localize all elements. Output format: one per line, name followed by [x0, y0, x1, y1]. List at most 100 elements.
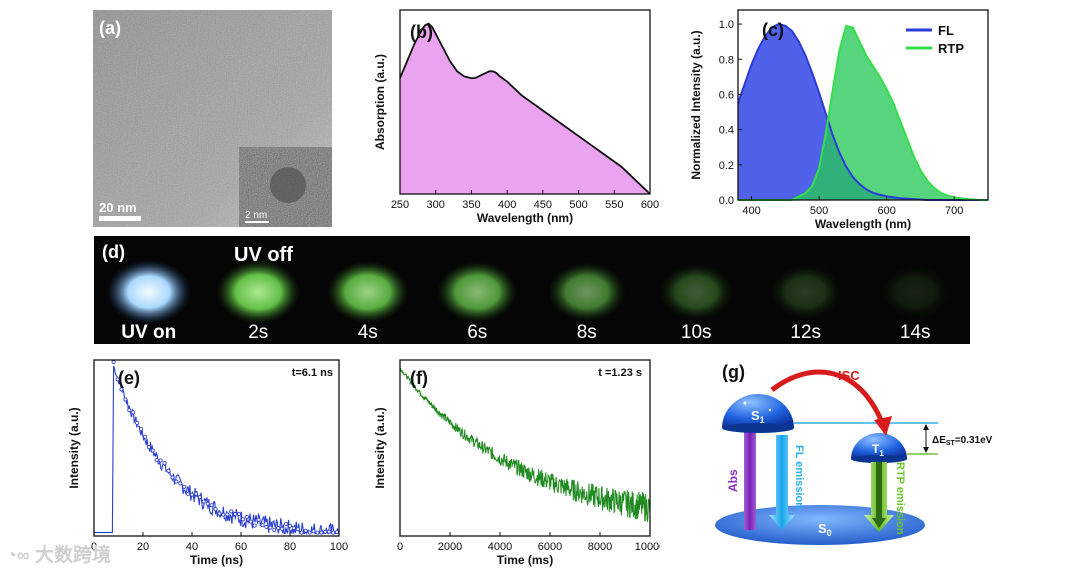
y-axis-label: Intensity (a.u.): [373, 407, 387, 488]
glow-spot: [547, 262, 626, 322]
x-tick-label: 80: [284, 541, 296, 553]
fl-decay-point: [135, 420, 140, 425]
frame-time-label: 12s: [790, 322, 821, 343]
x-tick-label: 600: [641, 199, 659, 211]
x-axis-label: Time (ms): [497, 553, 553, 567]
rtp-decay-trace: [399, 367, 651, 522]
x-tick-label: 500: [810, 205, 828, 217]
plot-frame: [737, 9, 989, 201]
fl-decay-point: [248, 519, 253, 524]
watermark-text: 大数跨境: [35, 545, 112, 566]
y-tick-label: 1.0: [719, 19, 734, 31]
glow-spot: [437, 261, 518, 323]
frame-time-label: 4s: [358, 322, 378, 343]
isc-arrow: [770, 369, 886, 426]
fl-decay-point: [174, 479, 179, 484]
fl-decay-point: [131, 410, 136, 415]
afterglow-photo-strip: (d) UV off UV on 2s 4s 6s 8s 10s 12s 14s: [94, 236, 970, 344]
x-axis-label: Wavelength (nm): [815, 217, 911, 231]
x-tick-label: 60: [235, 541, 247, 553]
fl-decay-point: [193, 491, 198, 496]
rtp-decay-chart: 0 2000 4000 6000 8000 10000 Time (ms) Intensity…: [373, 359, 660, 567]
y-tick-label: 0.2: [719, 160, 734, 172]
fl-decay-point: [127, 408, 132, 413]
y-tick-label: 0.8: [719, 54, 734, 66]
x-tick-label: 20: [137, 541, 149, 553]
glow-spot: [326, 260, 409, 324]
abs-arrow: [738, 414, 762, 530]
fl-decay-point: [123, 397, 128, 402]
fl-decay-point: [291, 526, 296, 531]
y-tick-label: 0.4: [719, 125, 734, 137]
fl-decay-point: [315, 530, 320, 535]
frame-time-label: UV on: [121, 322, 176, 343]
glow-spot: [769, 264, 842, 320]
x-tick-label: 500: [569, 199, 587, 211]
fl-decay-point: [146, 445, 151, 450]
frame-time-label: 10s: [681, 322, 712, 343]
fl-decay-point: [335, 530, 340, 535]
fl-decay-point: [319, 530, 324, 535]
panel-label-b: (b): [410, 22, 433, 42]
frame-time-label: 14s: [900, 322, 931, 343]
scale-bar: [99, 216, 141, 221]
fl-emission-label: FL emission: [793, 445, 805, 509]
y-tick-label: 0.0: [719, 195, 734, 207]
t1-level: [851, 433, 907, 459]
legend-label: FL: [938, 23, 954, 38]
fl-decay-point: [299, 530, 304, 535]
fl-decay-point: [240, 517, 245, 522]
fl-decay-point: [287, 523, 292, 528]
panel-label-f: (f): [410, 368, 428, 388]
fl-decay-point: [323, 529, 328, 534]
s1-label: S1: [751, 408, 765, 425]
fl-decay-point: [119, 387, 124, 392]
x-tick-label: 450: [534, 199, 552, 211]
fl-decay-point: [217, 511, 222, 516]
plot-frame: [93, 359, 340, 537]
x-tick-label: 40: [186, 541, 198, 553]
uv-off-label: UV off: [234, 244, 293, 266]
fl-decay-point: [295, 527, 300, 532]
fl-decay-point: [233, 512, 238, 517]
line-rtp: [738, 24, 988, 201]
fl-emission-arrow: [769, 435, 795, 530]
y-axis-label: Absorption (a.u.): [373, 54, 387, 150]
fl-decay-point: [142, 434, 147, 439]
x-tick-label: 700: [945, 205, 963, 217]
fl-decay-point: [244, 514, 249, 519]
x-tick-label: 400: [742, 205, 760, 217]
y-axis-label: Intensity (a.u.): [67, 407, 81, 488]
fl-decay-point: [139, 427, 144, 432]
plot-frame: [399, 9, 651, 195]
fl-decay-point: [225, 512, 230, 517]
panel-label-a: (a): [99, 18, 121, 38]
panel-label-g: (g): [722, 362, 745, 382]
fl-decay-point: [284, 521, 289, 526]
fl-decay-point: [201, 499, 206, 504]
fl-decay-point: [268, 525, 273, 530]
fl-decay-point: [221, 512, 226, 517]
fl-decay-point: [280, 526, 285, 531]
fl-decay-point: [229, 509, 234, 514]
panel-a: 2 nm 20 nm (a): [93, 10, 332, 227]
line-fl: [737, 23, 988, 201]
x-tick-label: 4000: [488, 541, 512, 553]
tem-image: 2 nm 20 nm (a): [93, 10, 332, 227]
frame-time-label: 6s: [467, 322, 487, 343]
isc-label: ISC: [838, 368, 860, 383]
rtp-emission-label: RTP emission: [894, 462, 906, 535]
area-fl: [738, 24, 988, 201]
x-tick-label: 600: [877, 205, 895, 217]
watermark-logo-icon: ◔∞: [6, 545, 30, 565]
fl-decay-point: [197, 495, 202, 500]
absorption-chart: 250 300 350 400 450 500 550 600 Wavelength (nm) A…: [373, 9, 659, 225]
x-axis-label: Time (ns): [190, 553, 243, 567]
x-tick-label: 8000: [588, 541, 612, 553]
area-rtp: [738, 25, 988, 201]
x-tick-label: 6000: [538, 541, 562, 553]
frame-time-label: 8s: [577, 322, 597, 343]
emission-chart: 400 500 600 700 Wavelength (nm) Normalized In…: [689, 9, 989, 231]
fl-decay-chart: 0 20 40 60 80 100 Time (ns) Intensity (a.u.) (e)…: [67, 359, 348, 567]
x-tick-label: 10000: [635, 541, 660, 553]
